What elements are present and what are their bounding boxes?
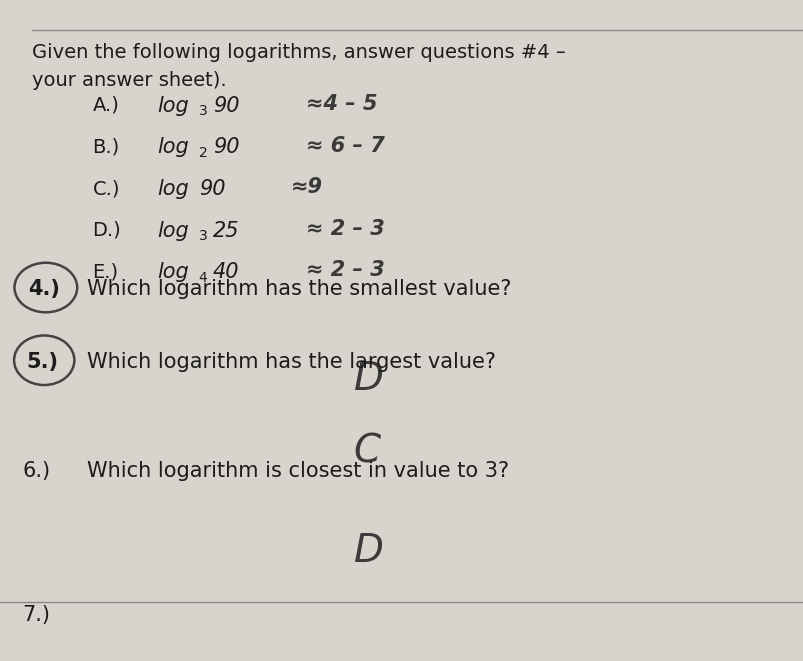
Text: your answer sheet).: your answer sheet). bbox=[32, 71, 226, 90]
Text: log: log bbox=[157, 179, 188, 199]
Text: 2: 2 bbox=[198, 146, 207, 160]
Text: Which logarithm is closest in value to 3?: Which logarithm is closest in value to 3… bbox=[87, 461, 508, 481]
Text: Which logarithm has the largest value?: Which logarithm has the largest value? bbox=[87, 352, 495, 371]
Text: A.): A.) bbox=[92, 96, 119, 115]
Text: ≈ 2 – 3: ≈ 2 – 3 bbox=[305, 219, 384, 239]
Text: ≈9: ≈9 bbox=[291, 177, 323, 197]
Text: 6.): 6.) bbox=[22, 461, 51, 481]
Text: E.): E.) bbox=[92, 262, 118, 282]
Text: log: log bbox=[157, 96, 188, 116]
Text: D.): D.) bbox=[92, 221, 121, 240]
Text: B.): B.) bbox=[92, 137, 120, 157]
Text: 25: 25 bbox=[213, 221, 239, 241]
Text: D: D bbox=[353, 360, 383, 398]
Text: C: C bbox=[353, 433, 381, 471]
Text: C.): C.) bbox=[92, 179, 120, 198]
Text: 4: 4 bbox=[198, 271, 207, 285]
Text: ≈ 2 – 3: ≈ 2 – 3 bbox=[305, 260, 384, 280]
Text: 7.): 7.) bbox=[22, 605, 51, 625]
Text: 3: 3 bbox=[198, 104, 207, 118]
Text: 3: 3 bbox=[198, 229, 207, 243]
Text: log: log bbox=[157, 262, 188, 282]
Text: 4.): 4.) bbox=[28, 279, 60, 299]
Text: D: D bbox=[353, 532, 383, 570]
Text: 5.): 5.) bbox=[26, 352, 59, 371]
Text: 90: 90 bbox=[213, 137, 239, 157]
Text: Given the following logarithms, answer questions #4 –: Given the following logarithms, answer q… bbox=[32, 43, 565, 62]
Text: 40: 40 bbox=[213, 262, 239, 282]
Text: ≈4 – 5: ≈4 – 5 bbox=[305, 94, 377, 114]
Text: ≈ 6 – 7: ≈ 6 – 7 bbox=[305, 136, 384, 155]
Text: Which logarithm has the smallest value?: Which logarithm has the smallest value? bbox=[87, 279, 511, 299]
Text: 90: 90 bbox=[213, 96, 239, 116]
Text: 90: 90 bbox=[198, 179, 225, 199]
Text: log: log bbox=[157, 137, 188, 157]
Text: log: log bbox=[157, 221, 188, 241]
